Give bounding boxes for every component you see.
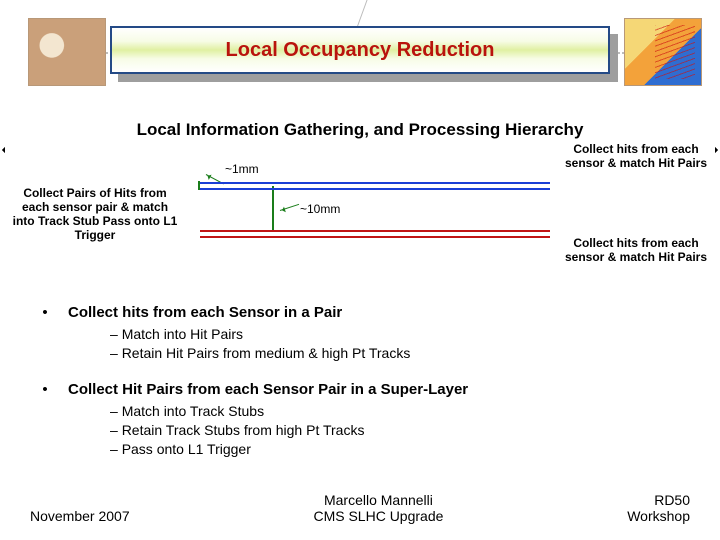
footer-date: November 2007 xyxy=(30,508,130,524)
label-right-a: Collect hits from each sensor & match Hi… xyxy=(562,142,710,170)
footer-event-1: RD50 xyxy=(654,492,690,508)
b1-sub2: Retain Hit Pairs from medium & high Pt T… xyxy=(122,345,411,361)
footer-right: RD50 Workshop xyxy=(627,492,690,524)
bullet-1-sub: – Match into Hit Pairs – Retain Hit Pair… xyxy=(110,325,680,363)
title-banner: Local Occupancy Reduction xyxy=(110,26,610,74)
footer: November 2007 Marcello Mannelli CMS SLHC… xyxy=(30,492,690,524)
bullet-dot-icon: • xyxy=(40,304,50,321)
dimension-1mm: ~1mm xyxy=(225,162,259,176)
thumbnail-left xyxy=(28,18,106,86)
bullet-list: • Collect hits from each Sensor in a Pai… xyxy=(40,304,680,458)
page-title: Local Occupancy Reduction xyxy=(226,39,495,62)
bullet-2-text: Collect Hit Pairs from each Sensor Pair … xyxy=(68,381,468,398)
sensor-line-top-a xyxy=(200,182,550,184)
bullet-1: • Collect hits from each Sensor in a Pai… xyxy=(40,304,680,321)
bullet-2-sub: – Match into Track Stubs – Retain Track … xyxy=(110,402,680,459)
b2-sub3: Pass onto L1 Trigger xyxy=(122,441,251,457)
b1-sub1: Match into Hit Pairs xyxy=(122,326,243,342)
footer-mid: Marcello Mannelli CMS SLHC Upgrade xyxy=(313,492,443,524)
label-right-b: Collect hits from each sensor & match Hi… xyxy=(562,236,710,264)
sensor-line-bottom-a xyxy=(200,230,550,232)
bullet-1-text: Collect hits from each Sensor in a Pair xyxy=(68,304,342,321)
bullet-2: • Collect Hit Pairs from each Sensor Pai… xyxy=(40,381,680,398)
footer-author: Marcello Mannelli xyxy=(324,492,433,508)
diagram: ~1mm ~10mm Collect Pairs of Hits from ea… xyxy=(0,150,720,300)
sensor-line-top-b xyxy=(200,188,550,190)
footer-event-2: Workshop xyxy=(627,508,690,524)
header: Local Occupancy Reduction xyxy=(0,0,720,88)
bracket-10mm xyxy=(272,186,274,232)
thumbnail-right xyxy=(624,18,702,86)
arrow-10mm xyxy=(280,204,299,211)
label-left: Collect Pairs of Hits from each sensor p… xyxy=(10,186,180,242)
b2-sub2: Retain Track Stubs from high Pt Tracks xyxy=(122,422,365,438)
sensor-line-bottom-b xyxy=(200,236,550,238)
footer-project: CMS SLHC Upgrade xyxy=(313,508,443,524)
dimension-10mm: ~10mm xyxy=(300,202,340,216)
b2-sub1: Match into Track Stubs xyxy=(122,403,264,419)
bullet-dot-icon: • xyxy=(40,381,50,398)
subtitle: Local Information Gathering, and Process… xyxy=(0,120,720,140)
